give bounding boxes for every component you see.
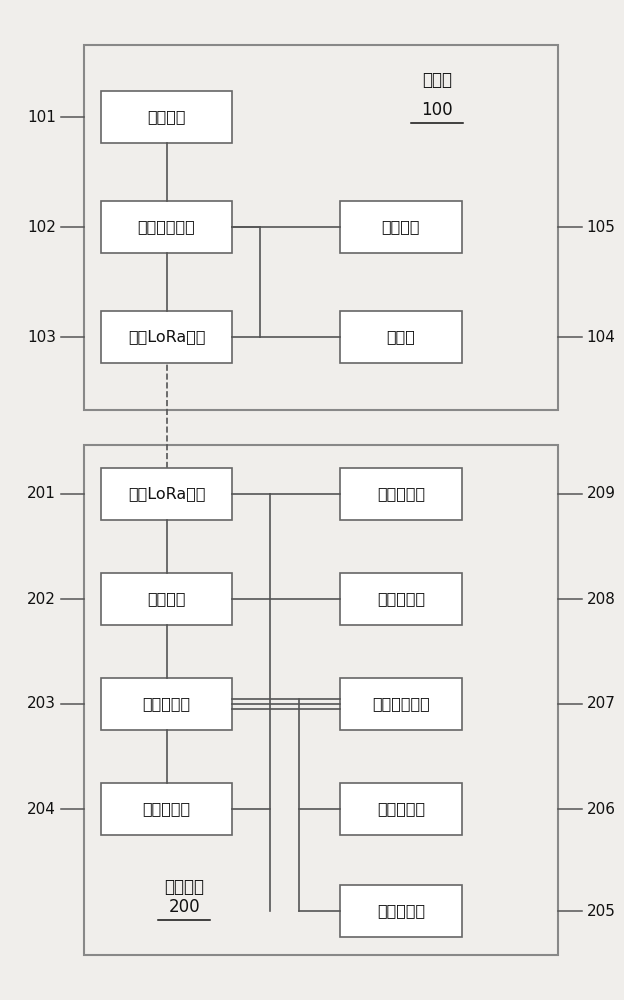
Text: 203: 203: [27, 696, 56, 711]
Bar: [340, 573, 462, 625]
Text: 供电单元: 供电单元: [147, 591, 186, 606]
Bar: [101, 678, 232, 730]
Bar: [340, 468, 462, 520]
Bar: [340, 783, 462, 835]
Text: 200: 200: [168, 898, 200, 916]
Text: 控制板处理器: 控制板处理器: [138, 220, 195, 234]
Text: 209: 209: [587, 487, 615, 502]
Bar: [84, 45, 558, 410]
Text: 206: 206: [587, 802, 615, 816]
Text: 208: 208: [587, 591, 615, 606]
Text: 二次电池: 二次电池: [382, 220, 420, 234]
Text: 202: 202: [27, 591, 56, 606]
Text: 电压传感器: 电压传感器: [377, 487, 425, 502]
Text: 105: 105: [587, 220, 615, 234]
Text: 操作模块: 操作模块: [147, 109, 186, 124]
Text: 显示器: 显示器: [386, 330, 416, 344]
Text: 终端处理器: 终端处理器: [142, 696, 191, 711]
Bar: [101, 783, 232, 835]
Bar: [340, 885, 462, 937]
Text: 103: 103: [27, 330, 56, 344]
Bar: [340, 678, 462, 730]
Text: 无功补偿装置: 无功补偿装置: [372, 696, 430, 711]
Bar: [101, 201, 232, 253]
Text: 102: 102: [27, 220, 56, 234]
Text: 电流互感器: 电流互感器: [377, 802, 425, 816]
Text: 耦合电容器: 耦合电容器: [142, 802, 191, 816]
Bar: [101, 311, 232, 363]
Text: 监控终端: 监控终端: [164, 878, 204, 896]
Text: 控制板: 控制板: [422, 71, 452, 89]
Text: 100: 100: [421, 101, 452, 119]
Text: 电流传感器: 电流传感器: [377, 591, 425, 606]
Text: 205: 205: [587, 904, 615, 918]
Text: 201: 201: [27, 487, 56, 502]
Bar: [101, 573, 232, 625]
Bar: [101, 91, 232, 143]
Text: 101: 101: [27, 109, 56, 124]
Text: 电压互感器: 电压互感器: [377, 904, 425, 918]
Bar: [340, 201, 462, 253]
Text: 第二LoRa模块: 第二LoRa模块: [128, 487, 205, 502]
Bar: [84, 445, 558, 955]
Bar: [101, 468, 232, 520]
Text: 204: 204: [27, 802, 56, 816]
Bar: [340, 311, 462, 363]
Text: 104: 104: [587, 330, 615, 344]
Text: 第一LoRa模块: 第一LoRa模块: [128, 330, 205, 344]
Text: 207: 207: [587, 696, 615, 711]
